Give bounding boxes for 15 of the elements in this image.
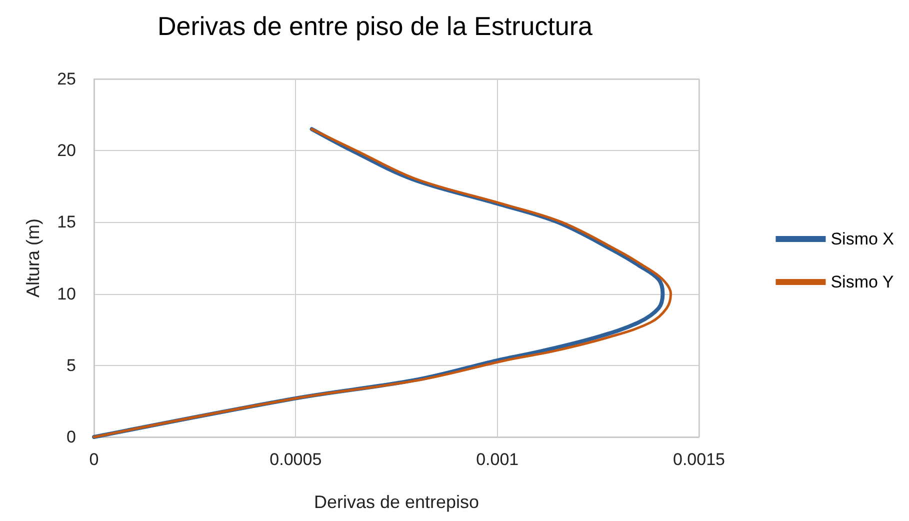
y-tick-label: 10 (57, 284, 76, 304)
legend-label: Sismo Y (830, 272, 894, 292)
y-axis-title: Altura (m) (23, 218, 43, 298)
y-tick-label: 5 (66, 356, 76, 375)
chart-title: Derivas de entre piso de la Estructura (158, 11, 594, 41)
x-tick-label: 0 (89, 450, 99, 469)
y-tick-label: 20 (57, 141, 76, 160)
legend-label: Sismo X (830, 230, 894, 248)
x-tick-label: 0.001 (476, 450, 519, 469)
x-tick-label: 0.0005 (270, 450, 322, 469)
x-axis-title: Derivas de entrepiso (314, 492, 480, 512)
x-tick-label: 0.0015 (673, 450, 725, 469)
y-tick-label: 15 (57, 212, 76, 232)
y-tick-label: 0 (66, 428, 76, 446)
y-tick-label: 25 (57, 70, 76, 88)
